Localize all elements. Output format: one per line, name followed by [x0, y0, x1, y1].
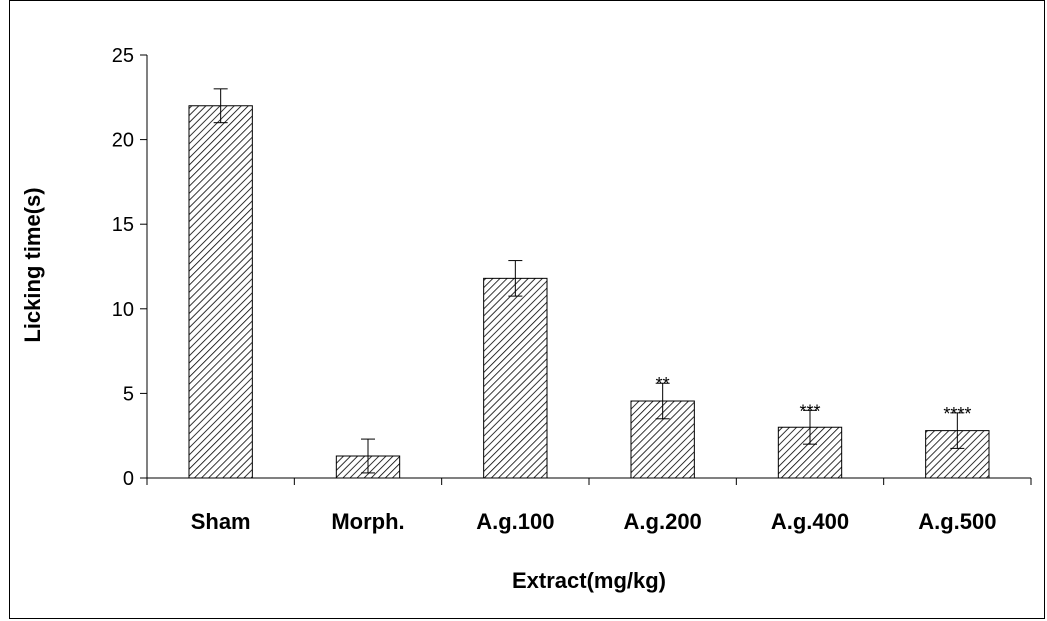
y-tick-label: 0	[123, 468, 134, 490]
x-category-label: A.g.500	[918, 509, 996, 534]
y-tick-label: 25	[112, 45, 134, 67]
x-category-label: A.g.200	[624, 509, 702, 534]
significance-annotation: **	[656, 374, 670, 394]
bar-a-g-100	[483, 277, 548, 479]
y-tick-label: 20	[112, 130, 134, 152]
significance-annotation: ****	[943, 404, 971, 424]
x-category-label: Sham	[191, 509, 251, 534]
x-category-label: A.g.100	[476, 509, 554, 534]
bar-sham	[188, 105, 253, 479]
y-tick-label: 5	[123, 383, 134, 405]
error-bars-layer	[213, 88, 965, 474]
axes-layer	[140, 54, 1032, 485]
x-category-label: A.g.400	[771, 509, 849, 534]
labels-layer: 0 5 10 15 20 25 Sham Morph. A.g.100 A.g.200 ** A.g.…	[112, 45, 997, 534]
bars-layer	[188, 105, 990, 479]
x-category-label: Morph.	[331, 509, 404, 534]
x-axis-title: Extract(mg/kg)	[512, 568, 666, 593]
y-axis-title: Licking time(s)	[20, 187, 45, 342]
significance-annotation: ***	[799, 401, 820, 421]
y-tick-label: 15	[112, 214, 134, 236]
y-tick-label: 10	[112, 299, 134, 321]
